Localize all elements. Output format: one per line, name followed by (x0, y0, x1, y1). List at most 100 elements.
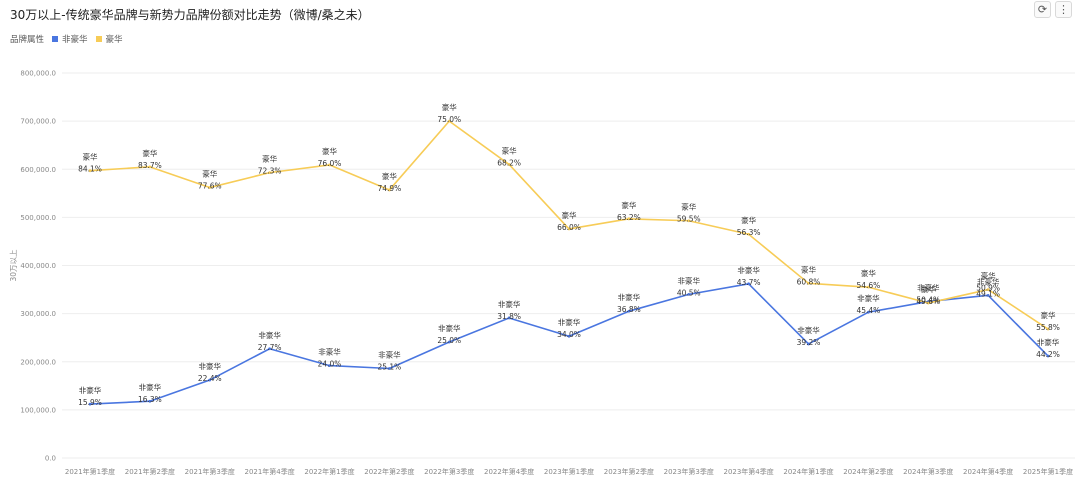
data-point (926, 301, 930, 305)
data-label-name: 豪华 (801, 264, 816, 274)
chart-title: 30万以上-传统豪华品牌与新势力品牌份额对比走势（微博/桑之未） (10, 8, 370, 22)
legend-item-non-luxury[interactable]: 非豪华 (52, 33, 88, 45)
data-point (747, 232, 751, 236)
data-label-name: 非豪华 (1037, 337, 1060, 347)
refresh-icon[interactable]: ⟳ (1034, 1, 1051, 18)
data-point (807, 281, 810, 285)
data-point (387, 367, 391, 370)
data-point (627, 309, 631, 313)
data-point (328, 163, 331, 167)
data-label-name: 非豪华 (79, 385, 102, 395)
x-tick-label: 2022年第2季度 (364, 467, 414, 476)
x-tick-label: 2022年第4季度 (484, 467, 534, 476)
data-label-name: 非豪华 (618, 292, 641, 302)
data-label-name: 非豪华 (199, 361, 222, 371)
data-label-name: 豪华 (262, 154, 277, 164)
data-label-percent: 43.7% (737, 278, 761, 287)
data-label-percent: 75.0% (437, 115, 461, 124)
data-point (88, 169, 92, 173)
y-tick-label: 300,000.0 (20, 310, 56, 318)
x-tick-label: 2023年第2季度 (604, 467, 654, 476)
data-label-percent: 66.0% (557, 223, 581, 232)
data-point (148, 165, 152, 169)
x-tick-label: 2024年第1季度 (783, 467, 833, 476)
y-tick-label: 0.0 (45, 455, 56, 463)
data-label-percent: 31.8% (497, 312, 521, 321)
y-tick-label: 500,000.0 (20, 214, 56, 222)
data-label-percent: 45.4% (856, 306, 880, 315)
data-label-name: 非豪华 (678, 275, 701, 285)
data-label-percent: 50.4% (916, 296, 940, 305)
data-point (567, 334, 571, 338)
data-label-name: 豪华 (322, 146, 337, 156)
data-point (387, 188, 391, 192)
x-tick-label: 2021年第1季度 (65, 467, 115, 476)
data-label-percent: 39.2% (797, 338, 821, 347)
data-label-percent: 24.0% (318, 360, 342, 369)
data-label-percent: 56.3% (737, 228, 761, 237)
legend-item-luxury[interactable]: 豪华 (95, 33, 123, 45)
data-point (88, 402, 92, 406)
x-tick-label: 2023年第3季度 (664, 467, 714, 476)
data-point (687, 292, 691, 296)
legend-swatch-luxury (95, 36, 102, 42)
y-tick-label: 800,000.0 (20, 70, 56, 78)
more-menu-icon[interactable]: ⋮ (1055, 1, 1072, 18)
data-point (507, 163, 511, 166)
data-point (447, 119, 451, 123)
data-label-percent: 44.2% (1036, 350, 1060, 359)
data-label-name: 豪华 (562, 210, 577, 220)
data-point (328, 364, 331, 367)
data-point (268, 171, 272, 175)
data-label-name: 非豪华 (438, 323, 461, 333)
x-tick-label: 2024年第4季度 (963, 467, 1013, 476)
data-label-percent: 15.9% (78, 398, 102, 407)
legend-swatch-non-luxury (52, 36, 59, 42)
x-tick-label: 2022年第3季度 (424, 467, 474, 476)
data-label-percent: 74.9% (377, 184, 401, 193)
data-label-percent: 63.2% (617, 213, 641, 222)
data-label-percent: 50.9% (976, 284, 1000, 293)
data-label-name: 豪华 (981, 271, 996, 281)
data-point (687, 219, 691, 223)
x-tick-label: 2024年第2季度 (843, 467, 893, 476)
legend: 品牌属性 非豪华 豪华 (10, 33, 123, 45)
chart-toolbar: ⟳ ⋮ (1034, 1, 1072, 18)
data-label-percent: 68.2% (497, 158, 521, 167)
data-label-percent: 77.6% (198, 182, 222, 191)
data-label-percent: 40.5% (677, 288, 701, 297)
data-point (268, 347, 272, 351)
x-tick-label: 2025年第1季度 (1023, 467, 1073, 476)
data-label-name: 非豪华 (498, 299, 521, 309)
data-label-percent: 54.6% (856, 281, 880, 290)
data-label-name: 豪华 (202, 169, 217, 179)
data-label-name: 豪华 (1041, 310, 1057, 320)
data-label-name: 豪华 (142, 148, 157, 158)
data-label-name: 非豪华 (797, 325, 820, 335)
data-point (866, 310, 870, 314)
x-tick-label: 2021年第3季度 (185, 467, 235, 476)
data-label-percent: 27.7% (258, 343, 282, 352)
data-label-name: 豪华 (83, 152, 98, 162)
y-axis-title: 30万以上 (9, 249, 18, 282)
data-label-name: 豪华 (741, 215, 756, 225)
y-tick-label: 600,000.0 (20, 166, 56, 174)
x-tick-label: 2021年第4季度 (244, 467, 294, 476)
data-label-name: 豪华 (442, 102, 457, 112)
data-point (208, 378, 212, 382)
data-point (1046, 327, 1050, 331)
y-tick-label: 200,000.0 (20, 358, 56, 366)
data-label-percent: 55.8% (1036, 323, 1060, 332)
series-line-non-luxury (89, 282, 1049, 405)
data-point (627, 217, 631, 221)
data-label-name: 豪华 (621, 200, 636, 210)
data-label-percent: 25.1% (377, 362, 401, 371)
y-tick-label: 400,000.0 (20, 262, 56, 270)
data-label-name: 豪华 (681, 202, 696, 212)
data-label-percent: 22.4% (198, 374, 222, 383)
data-label-percent: 83.7% (138, 161, 162, 170)
data-point (507, 316, 511, 320)
data-label-name: 豪华 (502, 145, 517, 155)
data-label-percent: 49.1% (976, 289, 1000, 298)
